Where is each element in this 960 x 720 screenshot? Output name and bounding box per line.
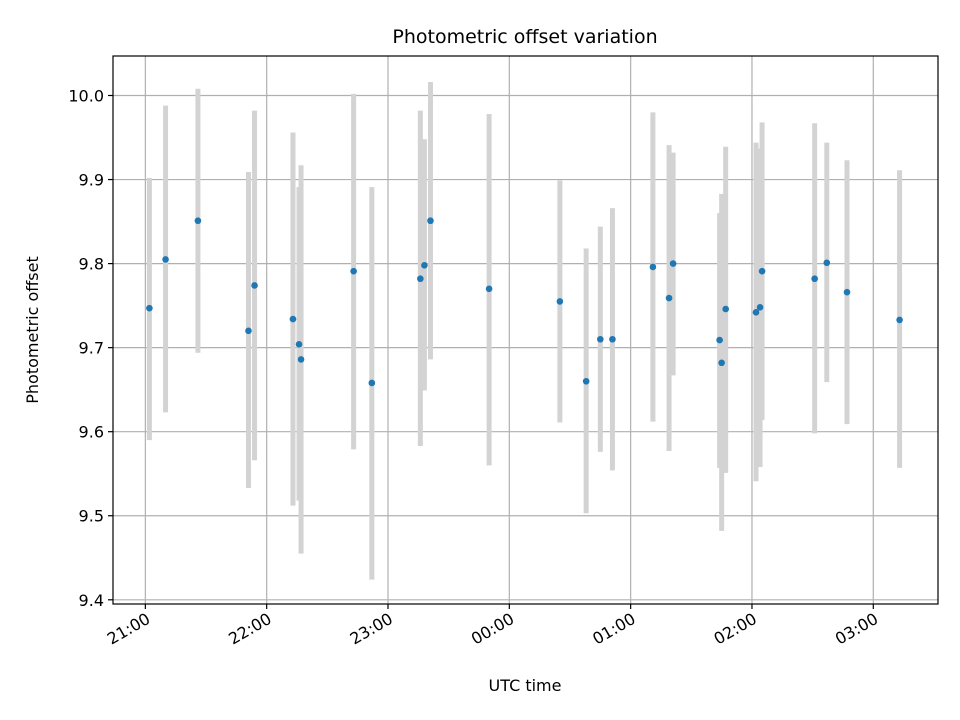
data-point (649, 263, 657, 271)
data-point (665, 294, 673, 302)
data-point (194, 217, 202, 225)
data-point (421, 261, 428, 269)
y-tick-label: 9.6 (79, 423, 104, 442)
chart-title: Photometric offset variation (392, 26, 657, 48)
data-point (896, 316, 903, 324)
data-point (368, 379, 376, 387)
x-axis-label: UTC time (489, 676, 562, 695)
data-point (582, 377, 590, 385)
grid (113, 56, 938, 604)
data-point (295, 340, 303, 348)
y-axis-label: Photometric offset (23, 256, 42, 404)
data-point (718, 359, 725, 367)
data-point (251, 282, 258, 289)
data-point (289, 315, 297, 323)
data-point (146, 304, 153, 312)
plot-frame (112, 55, 939, 605)
data-point (811, 275, 818, 283)
y-tick-label: 9.7 (79, 339, 104, 358)
data-point (350, 267, 357, 275)
data-point (609, 335, 616, 343)
data-point (597, 335, 604, 343)
data-point (417, 275, 424, 283)
data-point (245, 327, 252, 335)
data-point (752, 309, 760, 316)
data-point (823, 259, 831, 267)
data-point (722, 305, 729, 313)
y-tick-label: 9.5 (79, 507, 104, 526)
y-tick-label: 9.8 (79, 255, 104, 274)
data-point (556, 298, 564, 305)
data-point (297, 356, 305, 363)
y-axis: 9.4 9.5 9.6 9.7 9.8 9.9 10.0 (68, 87, 113, 610)
data-point (427, 217, 434, 225)
y-tick-label: 9.9 (79, 171, 104, 190)
data-point (758, 267, 766, 275)
y-tick-label: 9.4 (79, 591, 104, 610)
data-point (162, 256, 169, 263)
data-point (716, 336, 723, 344)
data-point (485, 285, 493, 293)
data-point (843, 288, 851, 296)
y-tick-label: 10.0 (68, 87, 104, 106)
data-points (146, 217, 903, 387)
data-point (669, 260, 677, 267)
data-point (756, 304, 764, 311)
